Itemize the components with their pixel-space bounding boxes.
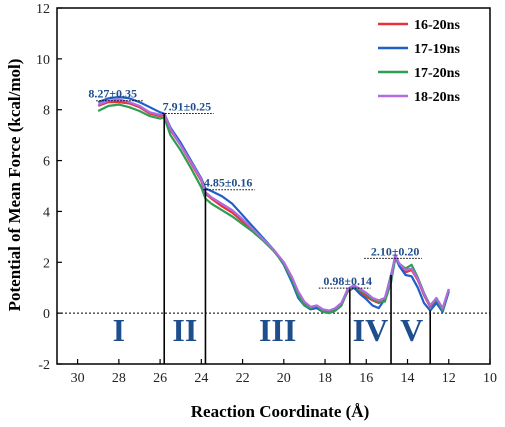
x-tick-label: 12: [442, 371, 456, 386]
y-axis-label: Potential of Mean Force (kcal/mol): [5, 59, 24, 312]
series-line-17-20ns: [97, 103, 450, 315]
annotation-label: 8.27±0.35: [88, 87, 137, 101]
y-tick-label: 2: [43, 256, 50, 271]
series-line-17-19ns: [97, 95, 450, 315]
x-tick-label: 16: [359, 371, 373, 386]
series-line-18-20ns: [97, 98, 450, 312]
annotation-label: 0.98±0.14: [323, 274, 372, 288]
annotation-label: 7.91±0.25: [163, 99, 212, 113]
region-label: V: [400, 312, 423, 348]
region-label: I: [113, 312, 125, 348]
y-tick-label: 4: [43, 205, 50, 220]
legend-label: 17-19ns: [414, 42, 460, 57]
x-tick-label: 28: [112, 371, 126, 386]
x-tick-label: 26: [153, 371, 167, 386]
region-label: III: [259, 312, 296, 348]
x-tick-label: 10: [483, 371, 497, 386]
x-tick-label: 22: [236, 371, 250, 386]
x-tick-label: 30: [71, 371, 85, 386]
y-tick-label: 0: [43, 307, 50, 322]
x-tick-label: 24: [194, 371, 208, 386]
y-tick-label: 8: [43, 104, 50, 119]
region-label: II: [172, 312, 197, 348]
series-line-16-20ns: [97, 100, 450, 313]
annotation-label: 4.85±0.16: [204, 176, 253, 190]
y-tick-label: 12: [36, 2, 50, 17]
legend-label: 18-20ns: [414, 90, 460, 105]
x-tick-label: 14: [401, 371, 415, 386]
x-tick-label: 20: [277, 371, 291, 386]
y-tick-label: 6: [43, 155, 50, 170]
legend-label: 16-20ns: [414, 18, 460, 33]
x-tick-label: 18: [318, 371, 332, 386]
y-tick-label: -2: [38, 358, 50, 373]
plot-frame: [56, 7, 491, 365]
region-label: IV: [353, 312, 389, 348]
annotation-label: 2.10±0.20: [371, 244, 420, 258]
y-tick-label: 10: [36, 53, 50, 68]
x-axis-label: Reaction Coordinate (Å): [191, 402, 369, 421]
legend-label: 17-20ns: [414, 66, 460, 81]
